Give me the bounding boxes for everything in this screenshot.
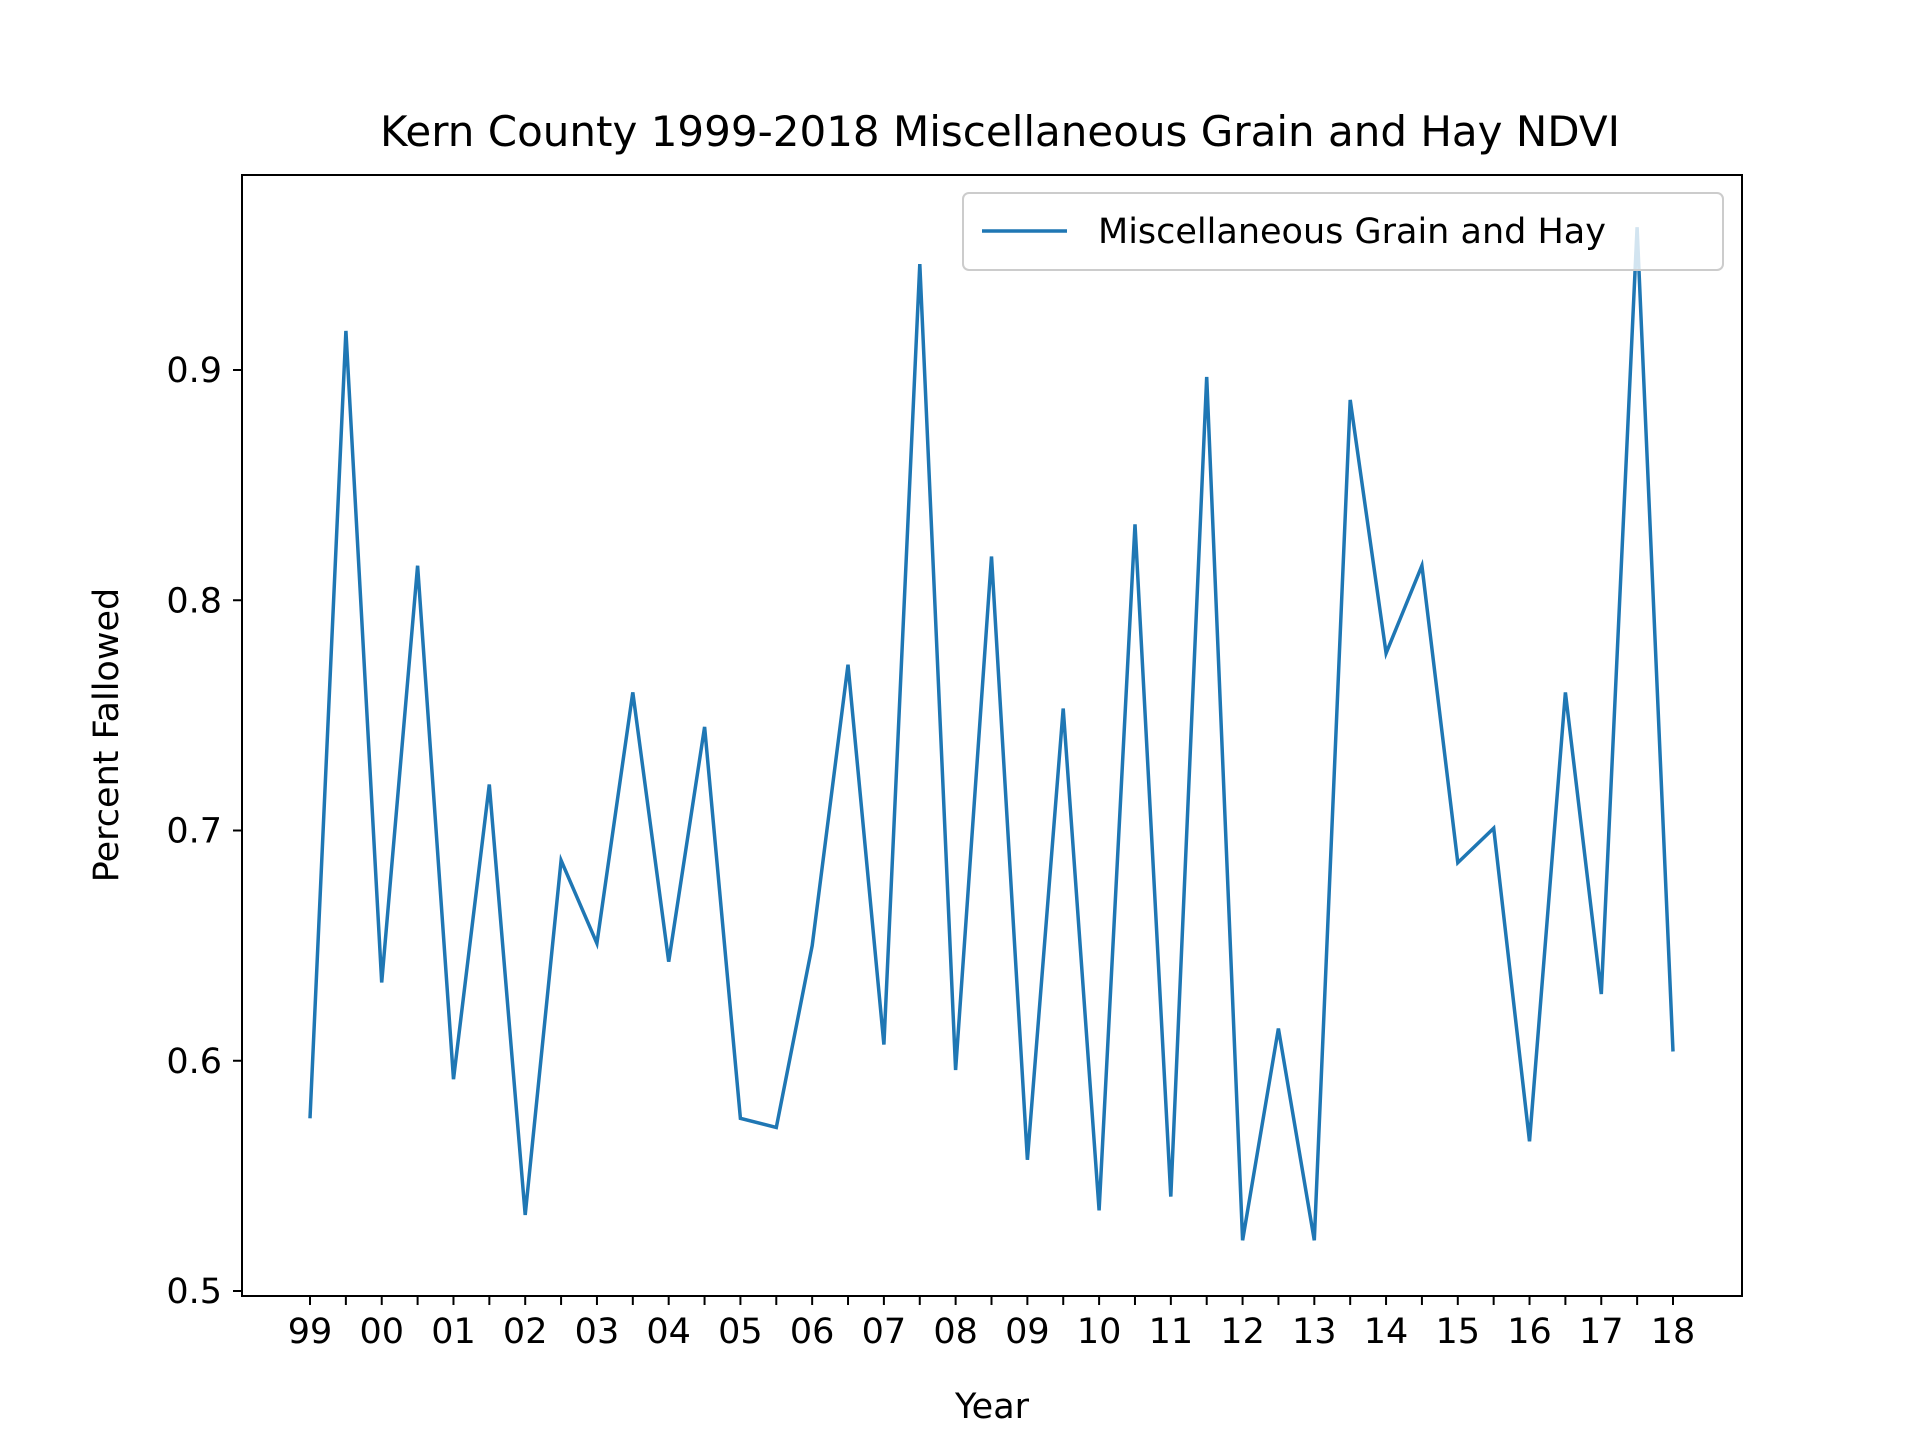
x-tick-label: 99 (288, 1312, 333, 1352)
x-tick-label: 04 (646, 1312, 691, 1352)
x-axis-label: Year (954, 1387, 1030, 1427)
y-tick-label: 0.9 (166, 351, 222, 391)
x-tick-label: 03 (575, 1312, 620, 1352)
x-tick-label: 01 (431, 1312, 476, 1352)
y-tick-label: 0.8 (166, 581, 222, 621)
chart-title: Kern County 1999-2018 Miscellaneous Grai… (380, 107, 1620, 156)
x-tick-label: 06 (790, 1312, 835, 1352)
series-line-miscellaneous-grain-and-hay (308, 227, 1675, 1241)
y-axis: 0.5 0.6 0.7 0.8 0.9 (166, 351, 242, 1312)
y-axis-label: Percent Fallowed (87, 588, 127, 882)
y-tick-label: 0.7 (166, 812, 222, 852)
x-tick-label: 13 (1292, 1312, 1337, 1352)
x-tick-label: 00 (359, 1312, 404, 1352)
x-tick-label: 11 (1149, 1312, 1194, 1352)
y-tick-label: 0.6 (166, 1042, 222, 1082)
x-tick-label: 10 (1077, 1312, 1122, 1352)
x-tick-label: 18 (1651, 1312, 1696, 1352)
x-tick-label: 09 (1005, 1312, 1050, 1352)
x-tick-label: 02 (503, 1312, 548, 1352)
x-tick-label: 08 (933, 1312, 978, 1352)
x-tick-label: 12 (1220, 1312, 1265, 1352)
legend: Miscellaneous Grain and Hay (962, 192, 1724, 271)
x-tick-label: 17 (1579, 1312, 1624, 1352)
x-tick-label: 05 (718, 1312, 763, 1352)
legend-label: Miscellaneous Grain and Hay (1098, 212, 1606, 252)
legend-box (962, 192, 1724, 271)
x-tick-label: 15 (1436, 1312, 1481, 1352)
x-tick-label: 14 (1364, 1312, 1409, 1352)
y-tick-label: 0.5 (166, 1272, 222, 1312)
x-tick-label: 16 (1507, 1312, 1552, 1352)
plot-frame (241, 174, 1743, 1297)
x-tick-label: 07 (862, 1312, 907, 1352)
x-axis: 99 00 01 02 03 04 05 06 07 08 09 10 11 12 13 14 15 16 17 18 (288, 1296, 1696, 1352)
